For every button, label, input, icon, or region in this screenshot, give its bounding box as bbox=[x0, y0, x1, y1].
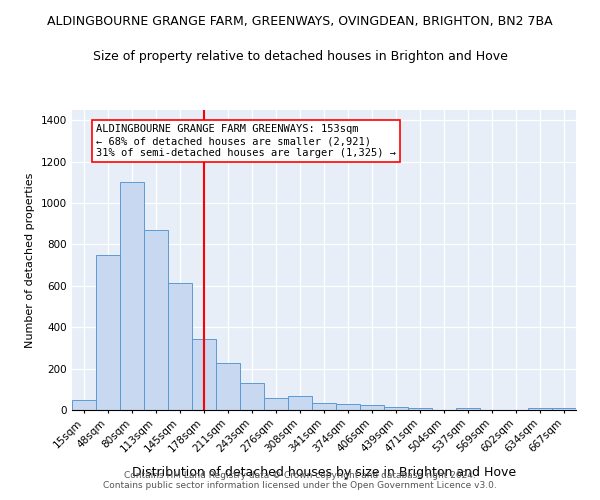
Bar bbox=[192, 338, 216, 410]
Text: Size of property relative to detached houses in Brighton and Hove: Size of property relative to detached ho… bbox=[92, 50, 508, 63]
Bar bbox=[96, 255, 120, 410]
Bar bbox=[336, 404, 360, 410]
Bar bbox=[360, 406, 384, 410]
X-axis label: Distribution of detached houses by size in Brighton and Hove: Distribution of detached houses by size … bbox=[132, 466, 516, 478]
Text: ALDINGBOURNE GRANGE FARM GREENWAYS: 153sqm
← 68% of detached houses are smaller : ALDINGBOURNE GRANGE FARM GREENWAYS: 153s… bbox=[96, 124, 396, 158]
Bar bbox=[552, 408, 576, 410]
Bar bbox=[144, 230, 168, 410]
Bar bbox=[264, 398, 288, 410]
Bar bbox=[384, 407, 408, 410]
Y-axis label: Number of detached properties: Number of detached properties bbox=[25, 172, 35, 348]
Bar bbox=[216, 364, 240, 410]
Bar bbox=[72, 400, 96, 410]
Bar bbox=[456, 408, 480, 410]
Bar bbox=[528, 408, 552, 410]
Bar bbox=[240, 383, 264, 410]
Bar bbox=[120, 182, 144, 410]
Bar bbox=[288, 396, 312, 410]
Text: Contains HM Land Registry data © Crown copyright and database right 2024.
Contai: Contains HM Land Registry data © Crown c… bbox=[103, 470, 497, 490]
Bar bbox=[312, 404, 336, 410]
Bar bbox=[408, 408, 432, 410]
Bar bbox=[168, 283, 192, 410]
Text: ALDINGBOURNE GRANGE FARM, GREENWAYS, OVINGDEAN, BRIGHTON, BN2 7BA: ALDINGBOURNE GRANGE FARM, GREENWAYS, OVI… bbox=[47, 15, 553, 28]
